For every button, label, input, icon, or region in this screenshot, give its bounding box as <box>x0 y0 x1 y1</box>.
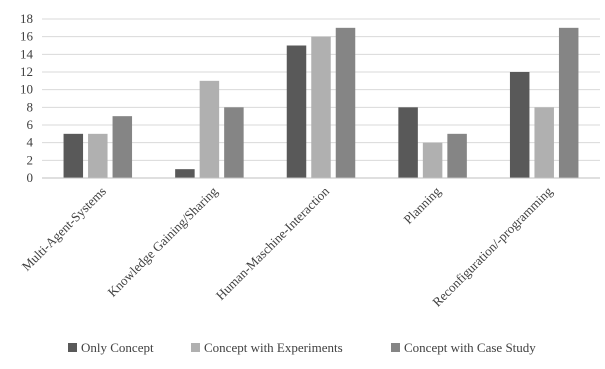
bar-only-concept-0 <box>63 133 84 178</box>
y-tick-label: 0 <box>27 170 34 185</box>
bar-concept-with-experiments-4 <box>534 107 554 178</box>
legend-swatch <box>191 343 200 352</box>
bar-concept-with-case-study-1 <box>224 107 244 178</box>
bar-concept-with-experiments-3 <box>422 142 443 178</box>
bars <box>63 27 579 179</box>
bar-concept-with-case-study-2 <box>335 27 356 179</box>
bar-concept-with-experiments-1 <box>199 80 220 178</box>
legend-swatch <box>68 343 77 352</box>
y-tick-label: 12 <box>20 64 33 79</box>
legend-label: Concept with Experiments <box>204 340 343 355</box>
y-tick-label: 16 <box>20 29 34 44</box>
bar-only-concept-2 <box>286 45 307 178</box>
bar-concept-with-case-study-4 <box>558 27 579 179</box>
y-tick-label: 6 <box>27 117 34 132</box>
bar-only-concept-1 <box>175 169 195 178</box>
legend-label: Concept with Case Study <box>404 340 536 355</box>
bar-only-concept-3 <box>398 107 418 178</box>
bar-concept-with-case-study-3 <box>447 133 467 178</box>
bar-only-concept-4 <box>509 72 530 178</box>
legend-swatch <box>391 343 400 352</box>
legend-label: Only Concept <box>81 340 154 355</box>
category-label: Human-Maschine-Interaction <box>213 183 333 303</box>
y-tick-label: 2 <box>27 152 34 167</box>
bar-concept-with-experiments-2 <box>311 36 331 178</box>
category-label: Planning <box>400 183 444 227</box>
y-tick-label: 18 <box>20 11 33 26</box>
y-tick-label: 8 <box>27 99 34 114</box>
y-tick-label: 4 <box>27 135 34 150</box>
bar-concept-with-case-study-0 <box>112 116 133 178</box>
category-label: Multi-Agent-Systems <box>19 184 109 274</box>
y-tick-label: 14 <box>20 46 34 61</box>
category-label: Reconfiguration/-programming <box>429 183 555 309</box>
y-axis-ticks: 0 2 4 6 8 10 12 14 16 18 <box>20 11 34 185</box>
category-label: Knowledge Gaining/Sharing <box>104 183 220 299</box>
y-tick-label: 10 <box>20 82 33 97</box>
bar-concept-with-experiments-0 <box>88 133 108 178</box>
legend: Only Concept Concept with Experiments Conc… <box>68 340 536 355</box>
